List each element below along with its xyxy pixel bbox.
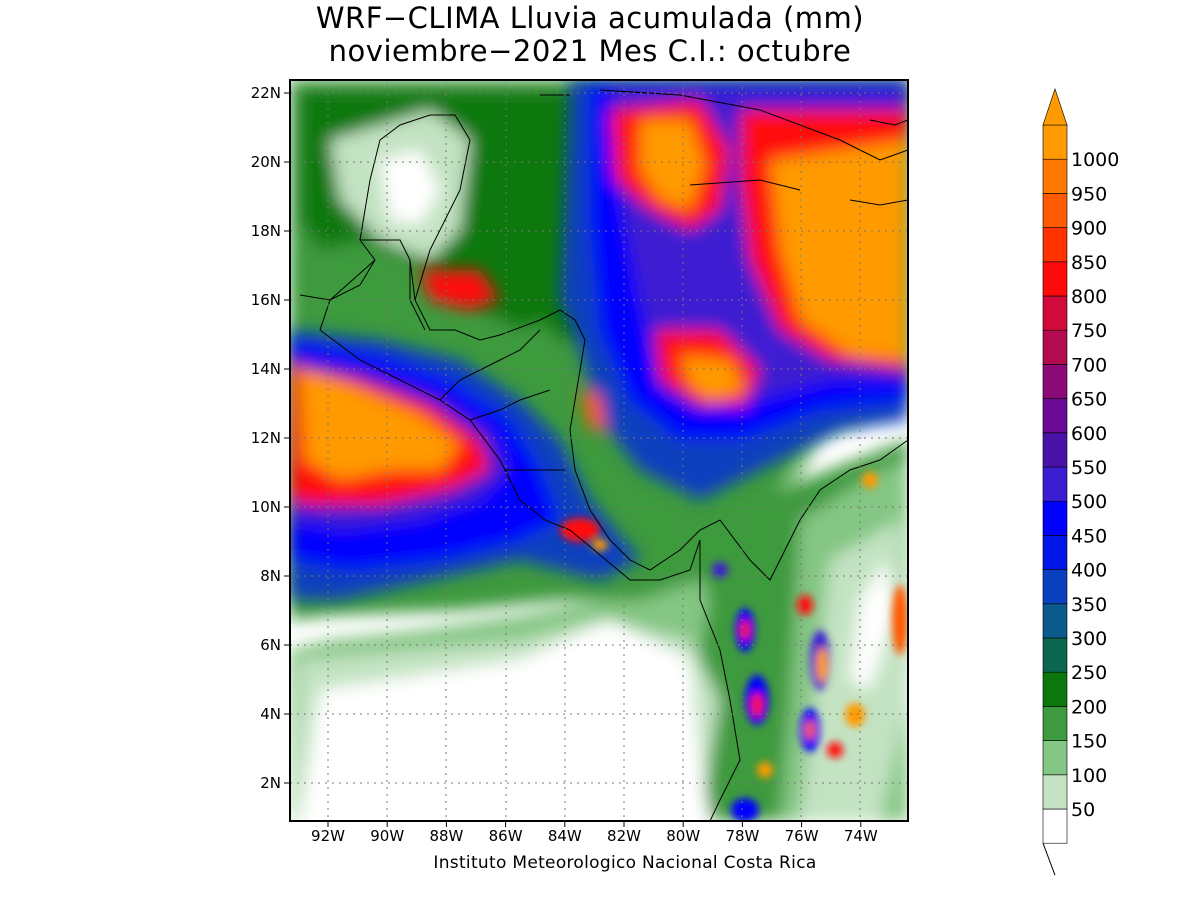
lat-tick-label: 10N [251,498,281,516]
colorbar-swatch [1042,227,1068,263]
colorbar-level-label: 950 [1071,183,1107,205]
longitude-axis: 92W 90W 88W 86W 84W 82W 80W 78W 76W 74W [311,821,878,845]
lon-tick-label: 82W [607,827,641,845]
colorbar-swatch [1042,398,1068,434]
colorbar-level-label: 500 [1071,491,1107,513]
map-frame [289,79,909,822]
colorbar-level-label: 150 [1071,731,1107,753]
coastlines [299,89,908,821]
colorbar-level-label: 100 [1071,765,1107,787]
colorbar-swatch [1042,295,1068,331]
colorbar-swatch [1042,466,1068,502]
colorbar-swatch [1042,808,1068,844]
colorbar-level-label: 250 [1071,662,1107,684]
colorbar-level-label: 800 [1071,286,1107,308]
lat-tick-label: 8N [260,567,281,585]
colorbar-level-label: 750 [1071,320,1107,342]
colorbar-swatch [1042,740,1068,776]
rainfall-field [290,80,908,821]
lat-tick-label: 18N [251,222,281,240]
colorbar-swatch [1042,637,1068,673]
colorbar-swatch [1042,569,1068,605]
colorbar-level-label: 550 [1071,457,1107,479]
lon-tick-label: 92W [311,827,345,845]
colorbar-swatch [1042,774,1068,810]
colorbar-swatch [1042,124,1068,160]
lat-tick-label: 22N [251,84,281,102]
colorbar-level-label: 850 [1071,252,1107,274]
colorbar-swatch [1042,329,1068,365]
lon-tick-label: 76W [785,827,819,845]
colorbar-swatch [1042,158,1068,194]
colorbar-swatch [1042,706,1068,741]
lat-tick-label: 4N [260,705,281,723]
lat-tick-label: 14N [251,360,281,378]
colorbar-level-label: 900 [1071,218,1107,240]
colorbar-swatch [1042,432,1068,468]
colorbar-level-label: 1000 [1071,149,1119,171]
lon-tick-label: 90W [370,827,404,845]
lat-tick-label: 12N [251,429,281,447]
colorbar-swatch [1042,261,1068,297]
colorbar-level-label: 650 [1071,389,1107,411]
colorbar-swatch [1042,364,1068,399]
lat-tick-label: 16N [251,291,281,309]
colorbar-over-arrow [1042,88,1068,126]
colorbar-level-label: 350 [1071,594,1107,616]
lat-tick-label: 20N [251,153,281,171]
lon-tick-label: 78W [725,827,759,845]
latitude-axis: 22N 20N 18N 16N 14N 12N 10N 8N 6N 4N 2N [251,84,290,792]
map-title-line-1: WRF−CLIMA Lluvia acumulada (mm) [315,1,865,35]
colorbar-level-label: 300 [1071,628,1107,650]
map-title-line-2: noviembre−2021 Mes C.I.: octubre [328,34,852,68]
lon-tick-label: 80W [666,827,700,845]
lat-tick-label: 2N [260,774,281,792]
colorbar-level-label: 600 [1071,423,1107,445]
colorbar-level-label: 50 [1071,799,1095,821]
graticule [290,80,908,821]
colorbar-under-arrow [1042,843,1056,876]
colorbar-swatch [1042,671,1068,707]
colorbar-swatch [1042,535,1068,570]
colorbar-level-label: 700 [1071,354,1107,376]
colorbar-level-label: 200 [1071,696,1107,718]
lon-tick-label: 88W [429,827,463,845]
lon-tick-label: 86W [489,827,523,845]
lat-tick-label: 6N [260,636,281,654]
lon-tick-label: 74W [844,827,878,845]
institution-credit: Instituto Meteorologico Nacional Costa R… [433,853,817,873]
colorbar-swatch [1042,500,1068,536]
lon-tick-label: 84W [548,827,582,845]
colorbar-swatch [1042,193,1068,228]
colorbar-level-label: 450 [1071,525,1107,547]
colorbar-swatch [1042,603,1068,639]
colorbar: 50 100 150 200 250 300 350 400 450 500 550 600 650 70… [1042,88,1119,876]
colorbar-level-label: 400 [1071,560,1107,582]
